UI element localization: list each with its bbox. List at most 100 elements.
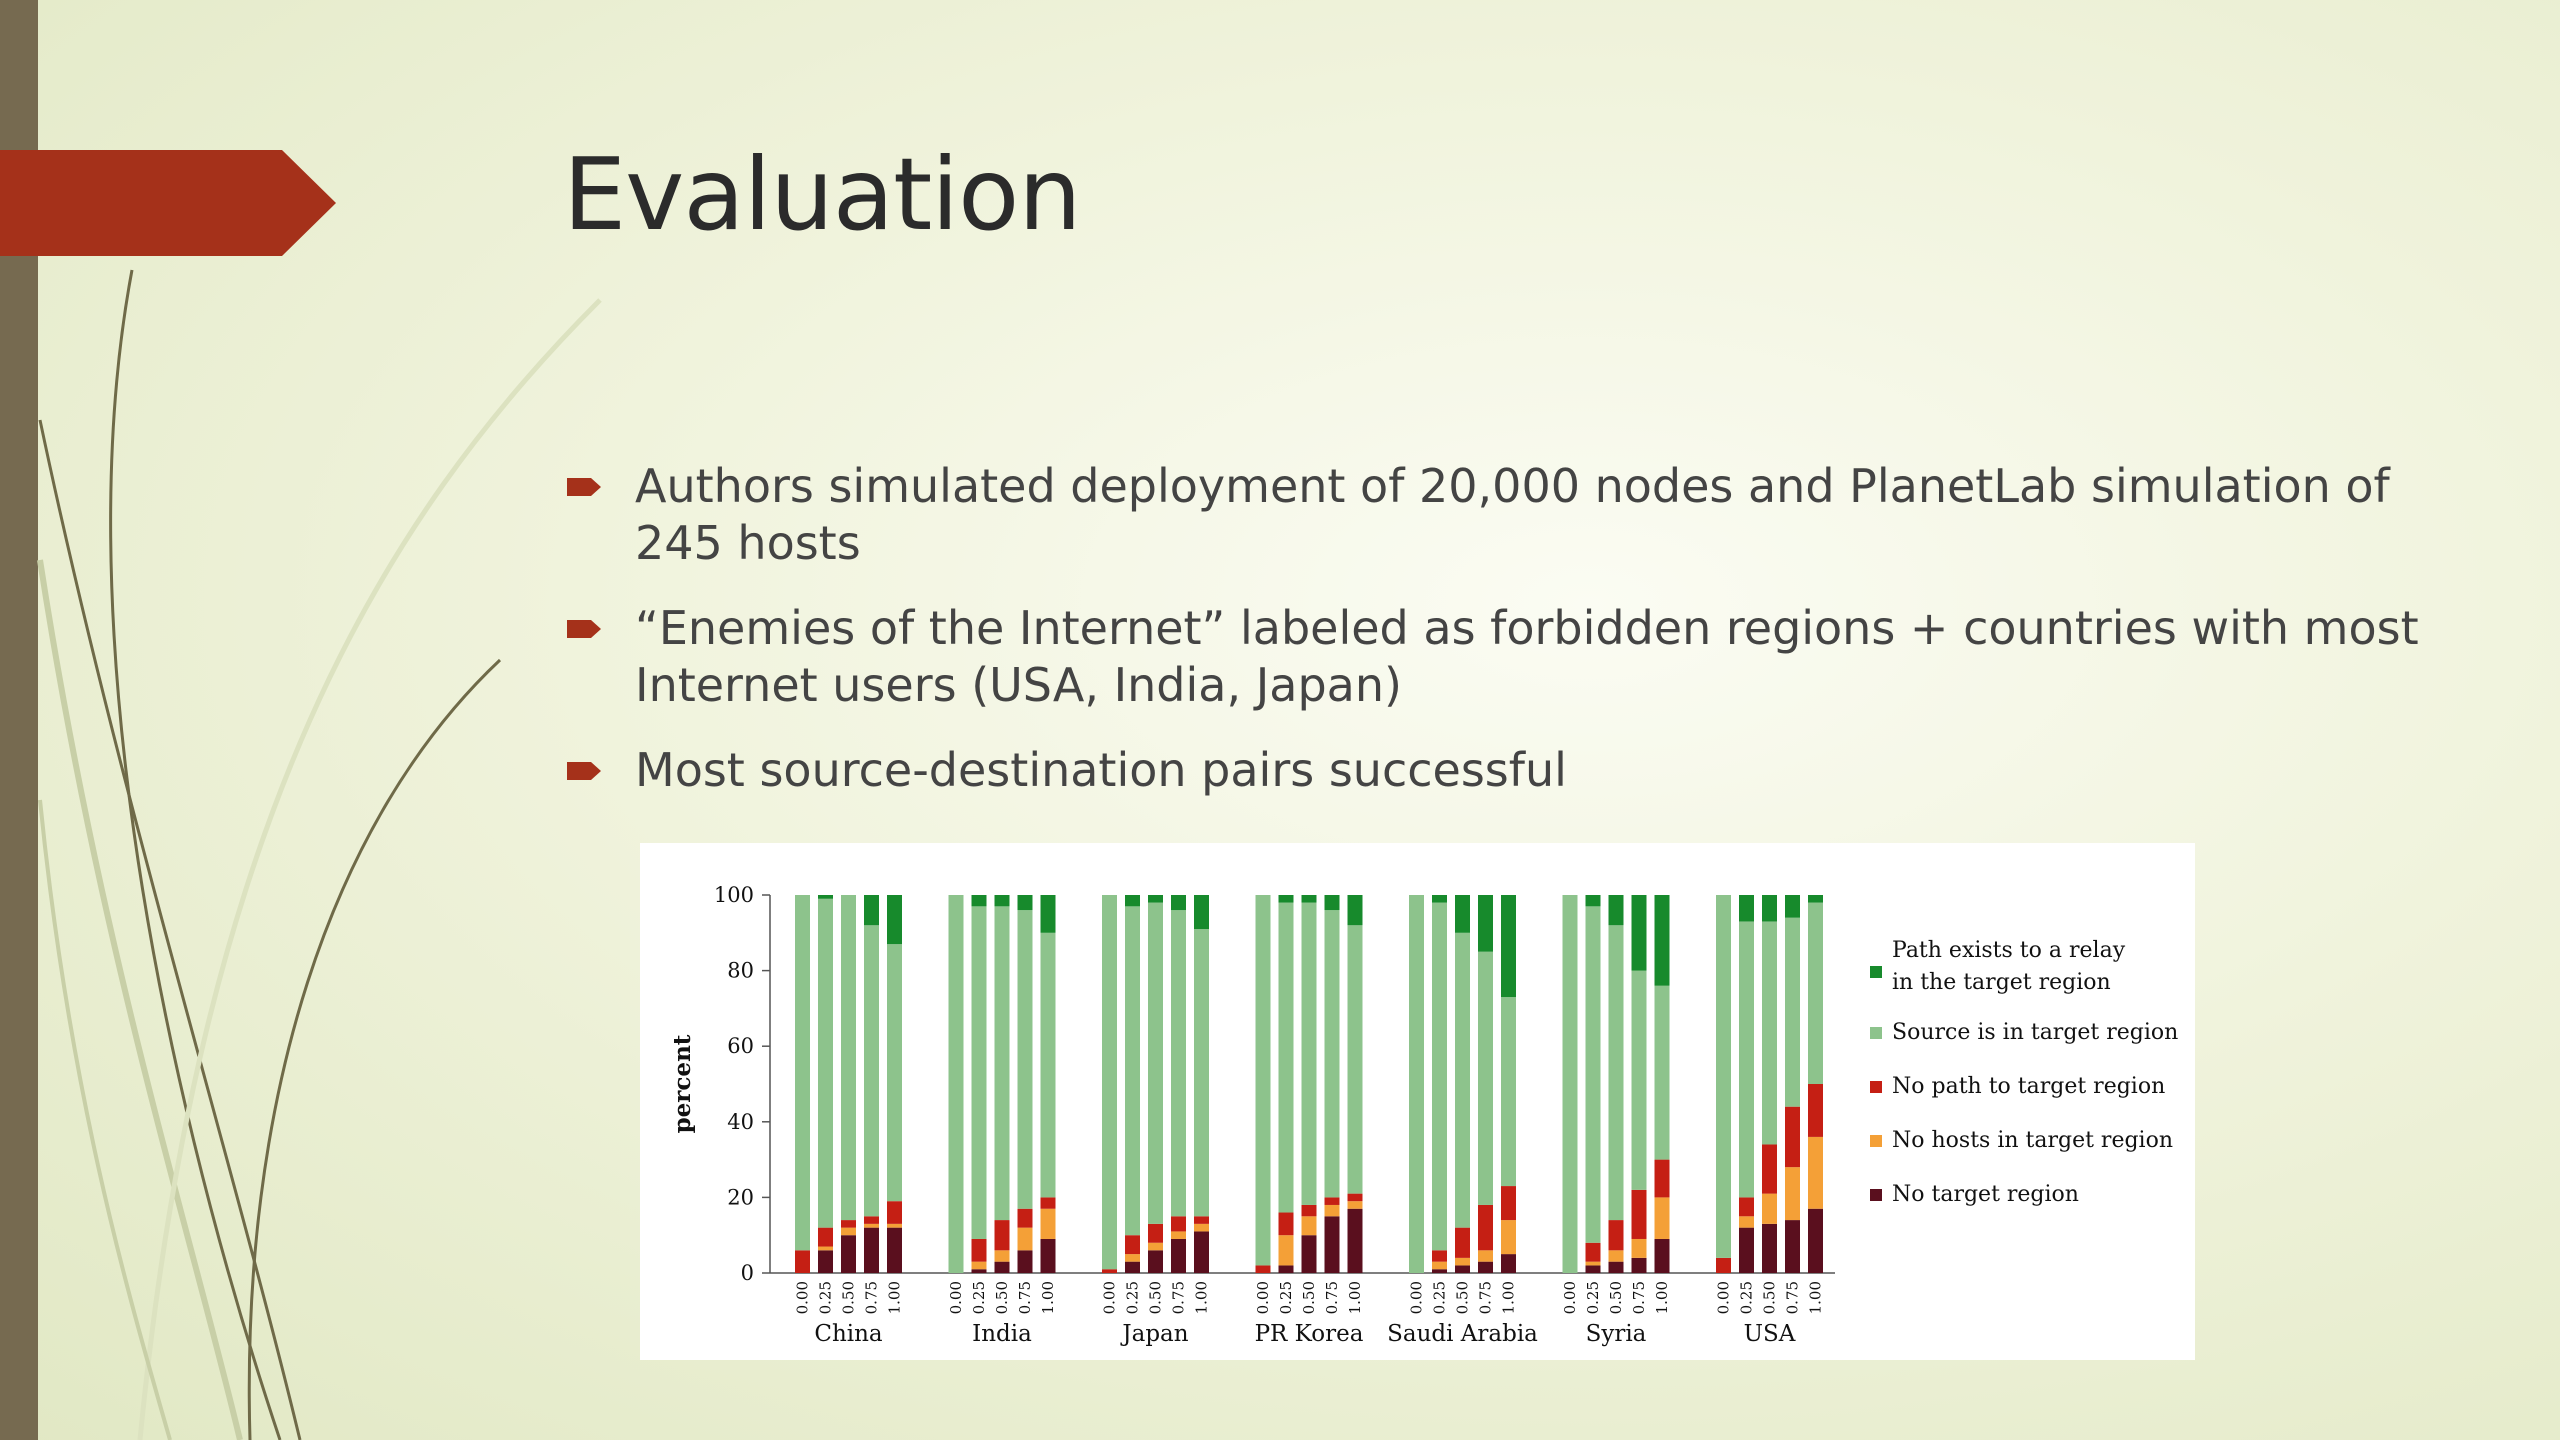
x-tick-label: 0.50 [993,1281,1011,1314]
bar-segment [1148,1242,1163,1251]
bar-segment [1324,895,1340,911]
x-tick-label: 0.75 [1170,1281,1188,1314]
group-label: Japan [1120,1321,1188,1347]
bar-segment [1409,895,1424,1273]
group-label: Syria [1586,1321,1647,1347]
y-tick-label: 80 [727,959,754,983]
bar-segment [864,895,879,926]
bar-segment [1040,932,1056,1198]
bar-segment [1585,895,1601,907]
x-tick-label: 0.75 [1477,1281,1495,1314]
bar-segment [1171,910,1186,1217]
bullet-arrow-icon [567,478,601,496]
bar-segment [948,895,964,1273]
bar-segment [841,1220,856,1228]
bar-segment [1608,895,1624,926]
bar-segment [1125,1261,1140,1273]
bar-segment [971,906,987,1239]
bar-segment [1301,895,1317,903]
bar-segment [1040,1197,1056,1209]
y-tick-label: 60 [727,1034,754,1058]
bar-segment [971,1238,987,1262]
bar-segment [1347,895,1363,926]
bar-segment [1102,1269,1117,1273]
x-tick-label: 1.00 [886,1281,904,1314]
bar-segment [1762,1193,1777,1224]
legend-label: No hosts in target region [1892,1128,2173,1153]
bar-segment [1585,1265,1601,1273]
x-tick-label: 0.75 [1323,1281,1341,1314]
bar-segment [1585,1242,1601,1262]
x-tick-label: 0.00 [1101,1281,1119,1314]
bar-segment [1324,1197,1340,1205]
bar-segment [1808,902,1823,1084]
bar-segment [1608,1220,1624,1251]
x-tick-label: 0.75 [1784,1281,1802,1314]
x-tick-label: 0.50 [1147,1281,1165,1314]
group-label: China [814,1321,883,1347]
legend-label: No path to target region [1892,1074,2165,1099]
y-axis-label: percent [669,1034,696,1133]
bar-segment [1148,895,1163,903]
bar-segment [1324,1216,1340,1273]
bar-segment [1125,1235,1140,1255]
bar-segment [818,1250,833,1273]
bar-segment [1148,1250,1163,1273]
bar-segment [1785,1167,1800,1221]
bar-segment [994,1261,1010,1273]
bar-segment [1631,1238,1647,1258]
bar-segment [1716,1257,1731,1273]
bar-segment [887,1201,902,1224]
group-label: Saudi Arabia [1387,1321,1538,1347]
bar-segment [994,1220,1010,1251]
bar-segment [1017,1227,1033,1251]
bar-segment [1608,1261,1624,1273]
bar-segment [1654,1197,1670,1239]
bar-segment [1762,1223,1777,1273]
x-tick-label: 0.25 [1124,1281,1142,1314]
bullet-item: Authors simulated deployment of 20,000 n… [563,458,2423,572]
bullet-item: “Enemies of the Internet” labeled as for… [563,600,2423,714]
bar-segment [1785,895,1800,918]
bar-segment [1478,1261,1493,1273]
bar-segment [1017,910,1033,1209]
y-tick-label: 20 [727,1185,754,1209]
x-tick-label: 0.50 [1454,1281,1472,1314]
x-tick-label: 0.50 [1761,1281,1779,1314]
bar-segment [1171,1216,1186,1232]
x-tick-label: 0.00 [794,1281,812,1314]
bar-segment [1785,917,1800,1107]
bar-segment [1808,1084,1823,1137]
bar-segment [1501,1220,1516,1255]
x-tick-label: 0.25 [1584,1281,1602,1314]
bar-segment [1631,1189,1647,1239]
legend-label: No target region [1892,1182,2079,1207]
bar-segment [818,1246,833,1251]
bar-segment [1432,1261,1447,1270]
bar-segment [1739,1216,1754,1228]
bar-segment [1171,895,1186,911]
bar-segment [1608,925,1624,1221]
bar-segment [1255,1265,1271,1273]
slide-title: Evaluation [563,136,1082,253]
bar-segment [1785,1220,1800,1273]
bar-segment [1301,1216,1317,1236]
x-tick-label: 0.00 [1561,1281,1579,1314]
bar-segment [1654,1238,1670,1273]
bar-segment [818,898,833,1228]
bar-segment [971,895,987,907]
bar-segment [1347,1208,1363,1273]
bar-segment [1608,1250,1624,1262]
legend-label: Path exists to a relay [1892,938,2126,963]
bar-segment [994,895,1010,907]
bar-segment [1194,1216,1209,1224]
bullet-arrow-icon [567,762,601,780]
bar-segment [1301,902,1317,1205]
bar-segment [1455,1257,1470,1266]
bar-segment [1148,902,1163,1224]
bar-segment [1762,1144,1777,1194]
bar-segment [841,1227,856,1236]
x-tick-label: 0.25 [1738,1281,1756,1314]
bar-segment [1716,895,1731,1258]
x-tick-label: 0.50 [1300,1281,1318,1314]
